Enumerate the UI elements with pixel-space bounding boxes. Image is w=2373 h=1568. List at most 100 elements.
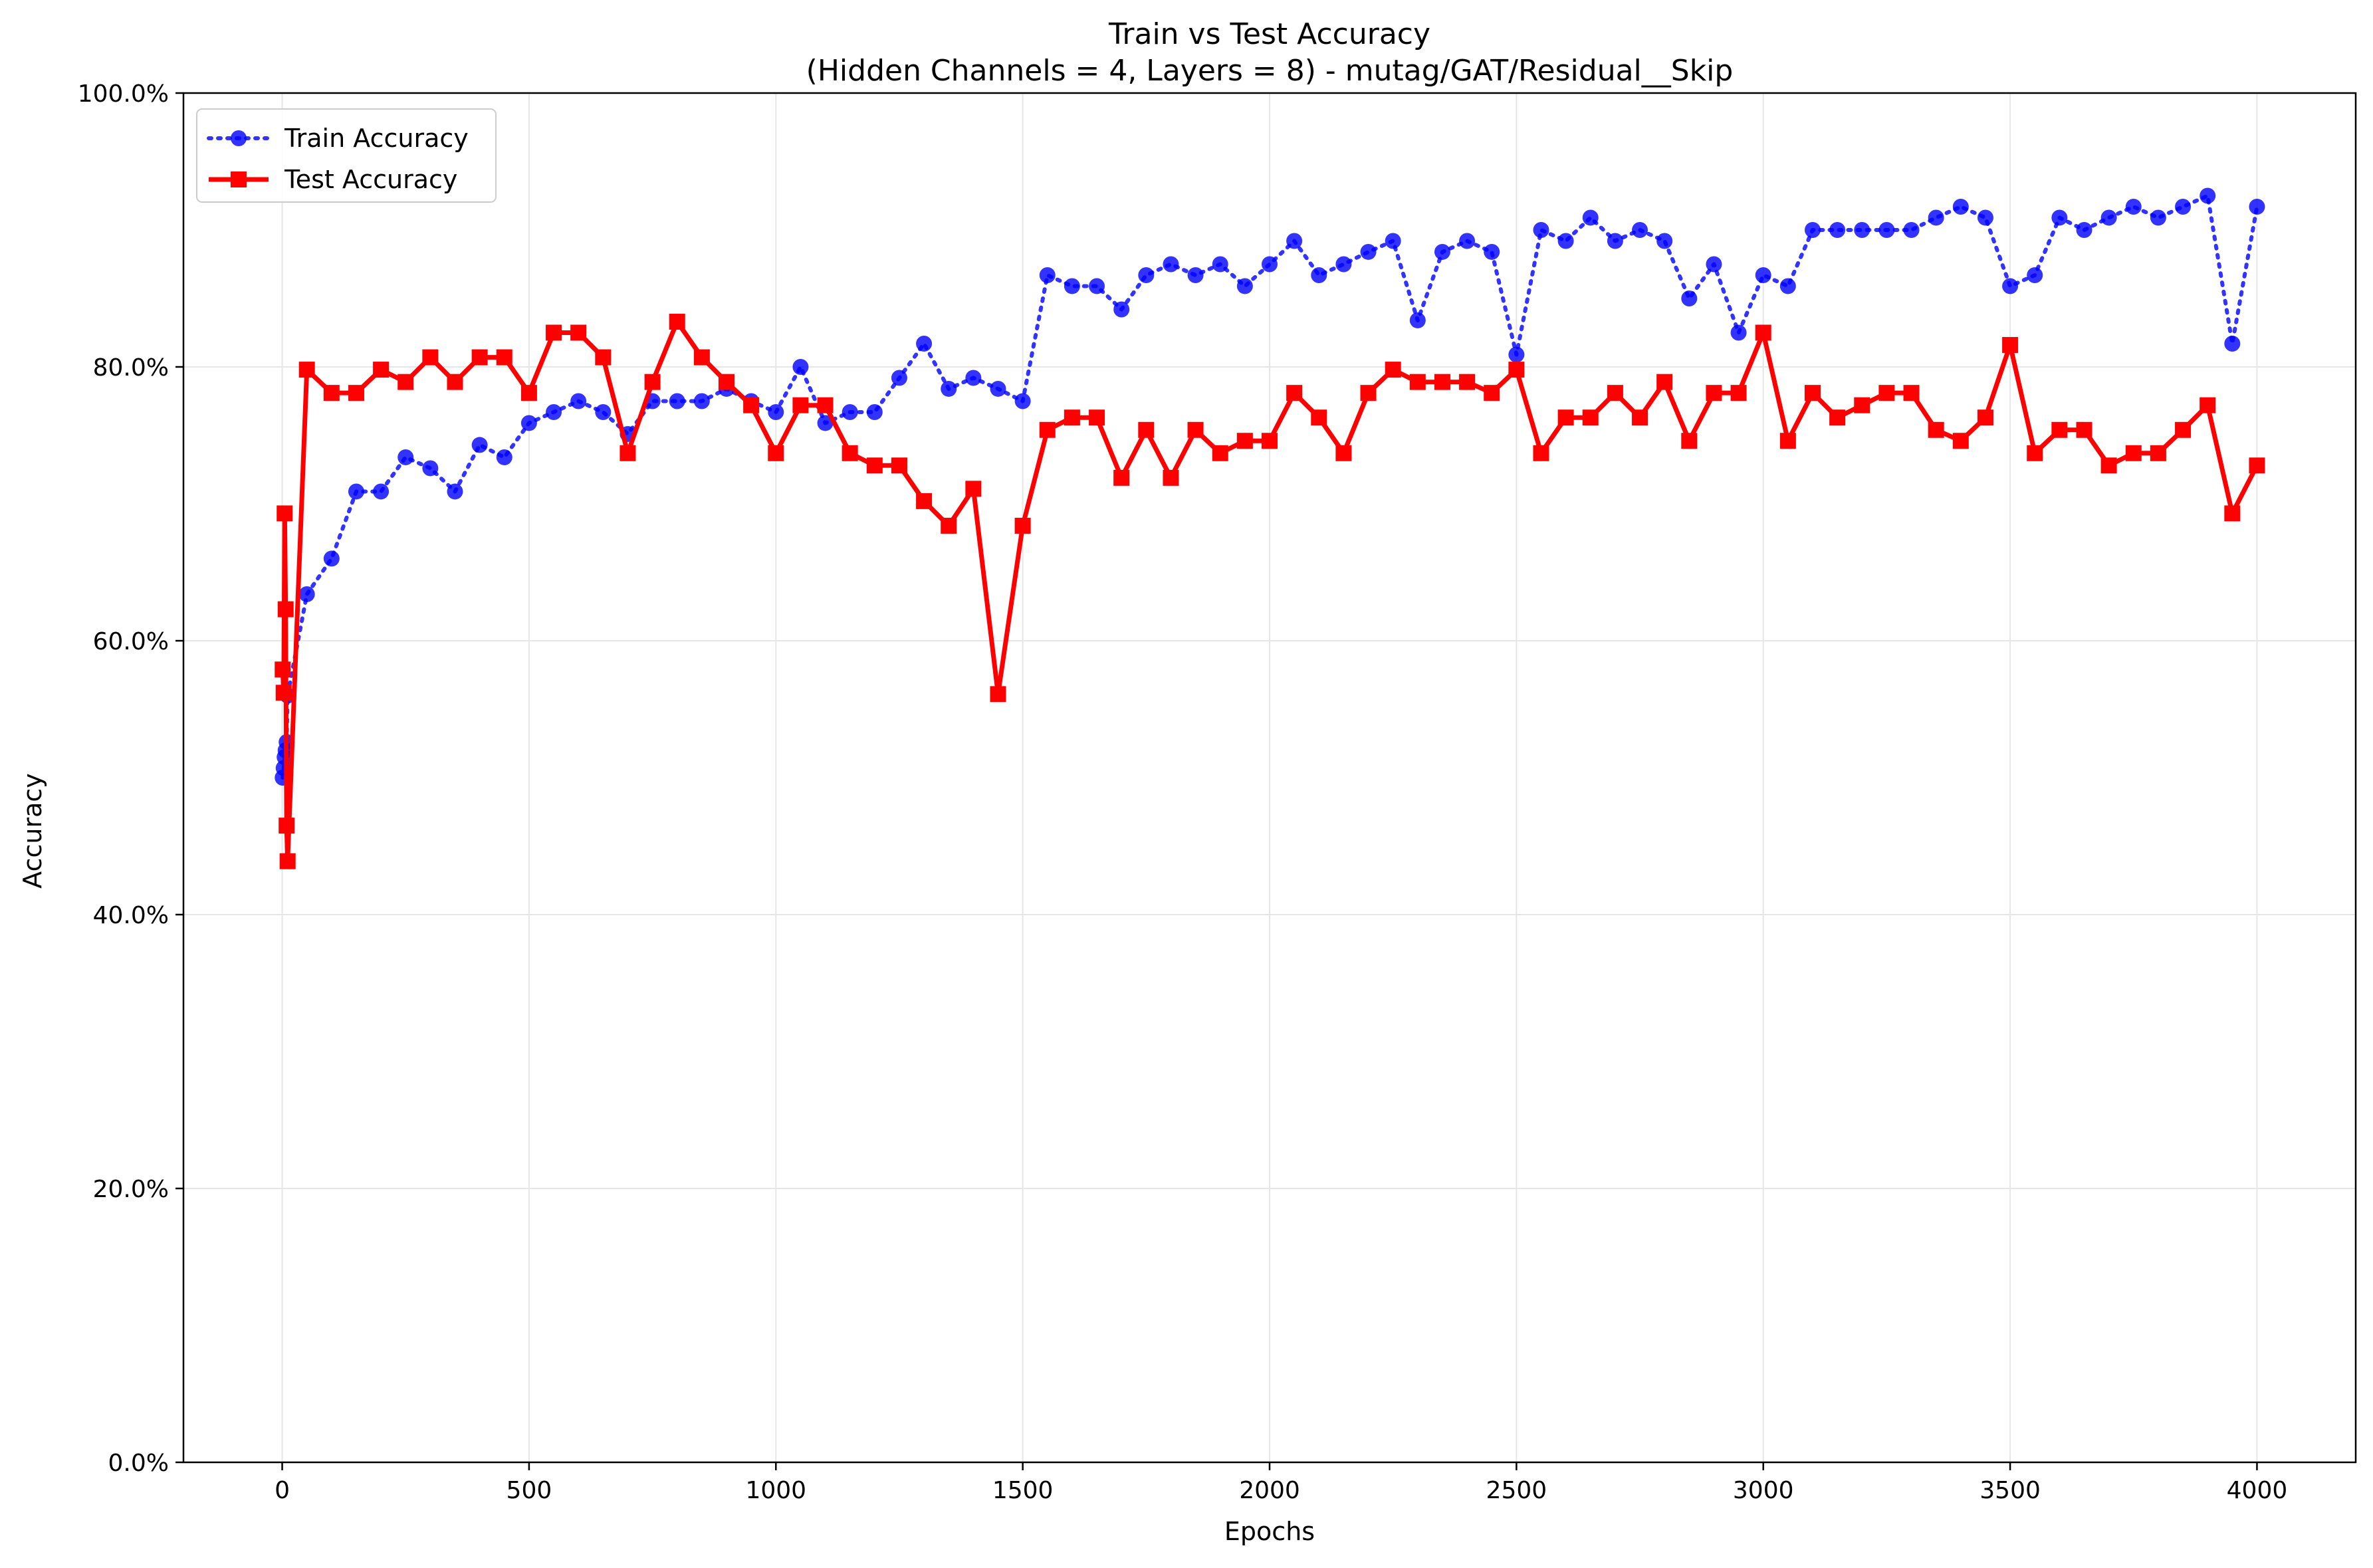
data-point: [298, 362, 315, 378]
data-point: [570, 324, 587, 341]
data-point: [669, 393, 685, 409]
data-point: [595, 403, 612, 420]
data-point: [1286, 233, 1303, 249]
data-point: [1089, 278, 1105, 294]
chart-title: Train vs Test Accuracy: [1108, 17, 1430, 51]
data-point: [447, 374, 463, 390]
data-point: [397, 374, 414, 390]
data-point: [891, 457, 907, 474]
data-point: [422, 349, 439, 366]
data-point: [2150, 209, 2166, 226]
data-point: [1409, 374, 1426, 390]
data-point: [817, 397, 834, 413]
data-point: [277, 505, 293, 522]
data-point: [2027, 445, 2043, 461]
data-point: [2224, 505, 2241, 522]
x-tick-label: 2500: [1486, 1477, 1547, 1504]
data-point: [1138, 267, 1155, 283]
data-point: [397, 449, 414, 465]
y-tick-label: 20.0%: [93, 1176, 169, 1203]
data-point: [546, 403, 562, 420]
x-axis-label: Epochs: [1224, 1517, 1315, 1546]
data-point: [1187, 267, 1204, 283]
data-point: [743, 397, 760, 413]
data-point: [1360, 243, 1377, 260]
x-tick-label: 0: [275, 1477, 290, 1504]
data-point: [1829, 409, 1846, 426]
data-point: [1014, 393, 1031, 409]
data-point: [1805, 222, 1821, 238]
data-point: [768, 445, 784, 461]
data-point: [298, 586, 315, 602]
data-point: [1014, 517, 1031, 534]
data-point: [1779, 278, 1796, 294]
data-point: [1434, 243, 1450, 260]
data-point: [1089, 409, 1105, 426]
x-tick-label: 1500: [992, 1477, 1054, 1504]
data-point: [1878, 222, 1895, 238]
data-point: [1039, 267, 1056, 283]
data-point: [1779, 433, 1796, 449]
data-point: [1755, 267, 1771, 283]
series-test: [275, 314, 2265, 869]
data-point: [520, 385, 537, 401]
data-point: [817, 415, 834, 431]
data-point: [1385, 233, 1401, 249]
data-point: [1508, 362, 1525, 378]
data-point: [373, 362, 390, 378]
x-tick-label: 1000: [745, 1477, 806, 1504]
data-point: [1236, 278, 1253, 294]
data-point: [1311, 409, 1327, 426]
data-point: [1952, 433, 1969, 449]
data-point: [1508, 346, 1525, 363]
data-point: [1632, 222, 1648, 238]
y-tick-label: 60.0%: [93, 628, 169, 655]
data-point: [620, 445, 636, 461]
data-point: [891, 370, 907, 386]
y-tick-label: 0.0%: [108, 1450, 169, 1477]
data-point: [1409, 312, 1426, 328]
data-point: [693, 393, 710, 409]
y-tick-label: 100.0%: [78, 80, 169, 108]
data-point: [2051, 209, 2068, 226]
data-point: [348, 385, 364, 401]
data-point: [2200, 187, 2216, 204]
data-point: [1706, 385, 1722, 401]
data-point: [1829, 222, 1846, 238]
data-point: [1113, 301, 1130, 318]
data-point: [1484, 243, 1500, 260]
data-point: [1212, 256, 1228, 273]
data-point: [1335, 445, 1352, 461]
data-point: [323, 385, 340, 401]
data-point: [1805, 385, 1821, 401]
data-point: [2002, 337, 2019, 354]
data-point: [693, 349, 710, 366]
data-point: [1064, 278, 1080, 294]
data-point: [1262, 256, 1278, 273]
data-point: [2051, 421, 2068, 438]
data-point: [965, 370, 982, 386]
data-point: [1064, 409, 1080, 426]
data-point: [323, 550, 340, 567]
data-point: [2125, 445, 2142, 461]
data-point: [2002, 278, 2019, 294]
x-tick-label: 4000: [2227, 1477, 2288, 1504]
data-point: [1632, 409, 1648, 426]
data-point: [1681, 433, 1698, 449]
data-point: [275, 685, 292, 701]
data-point: [916, 493, 933, 509]
data-point: [669, 314, 685, 330]
data-point: [1434, 374, 1450, 390]
data-point: [1755, 324, 1771, 341]
data-point: [1557, 233, 1574, 249]
data-point: [1730, 324, 1747, 341]
data-point: [1163, 256, 1179, 273]
data-point: [1977, 209, 1993, 226]
legend-label: Train Accuracy: [284, 124, 469, 153]
data-point: [719, 374, 734, 390]
data-point: [447, 483, 463, 500]
data-point: [1730, 385, 1747, 401]
data-point: [1113, 469, 1130, 486]
data-point: [1484, 385, 1500, 401]
data-point: [1360, 385, 1377, 401]
